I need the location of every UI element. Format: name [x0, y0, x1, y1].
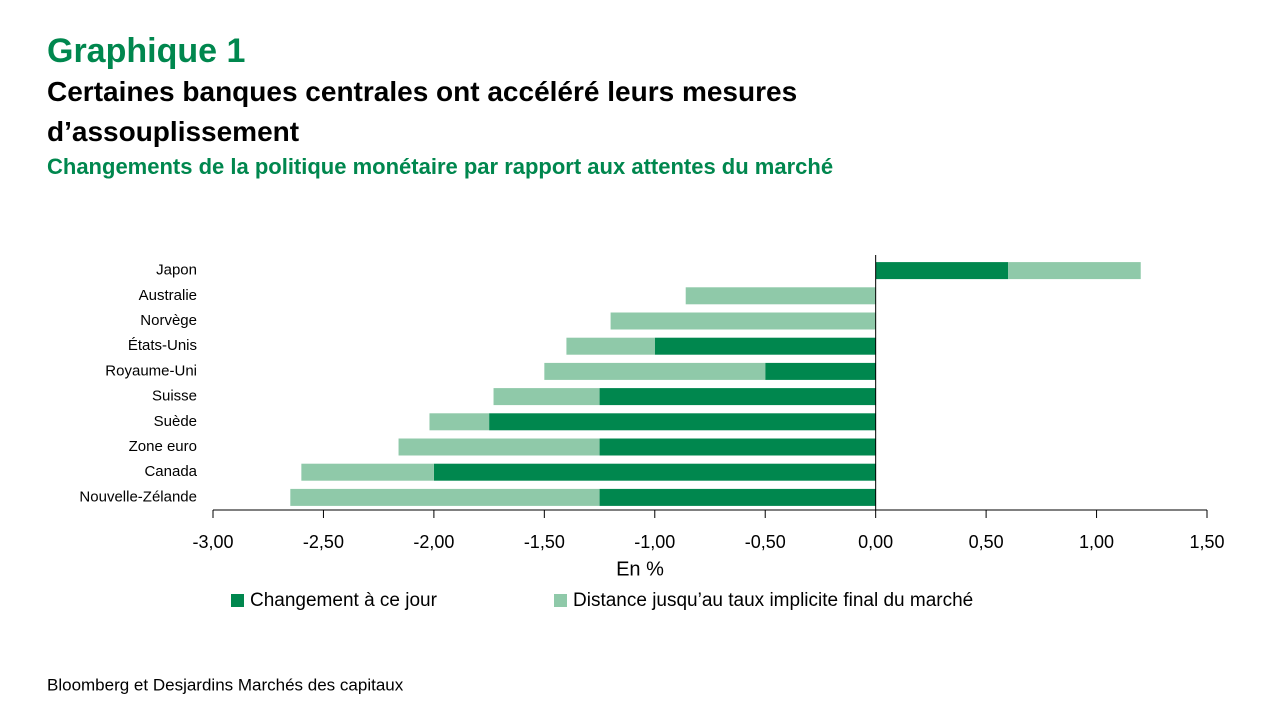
bar-segment [493, 388, 600, 406]
header: Graphique 1 Certaines banques centrales … [47, 30, 1047, 182]
y-tick-label: Australie [139, 287, 197, 304]
x-tick-label: -1,00 [634, 532, 675, 552]
bar-segment [489, 413, 876, 431]
chart-subtitle: Changements de la politique monétaire pa… [47, 154, 834, 179]
bar-segment [685, 287, 876, 305]
bar-segment [290, 488, 600, 506]
legend-swatch [231, 594, 244, 607]
y-tick-label: Zone euro [129, 438, 197, 455]
y-tick-label: Suisse [152, 388, 197, 405]
bar-segment [599, 438, 876, 456]
bar-segment [544, 362, 766, 380]
x-tick-label: 1,50 [1189, 532, 1224, 552]
x-tick-label: -2,00 [413, 532, 454, 552]
legend-label: Changement à ce jour [250, 590, 438, 611]
bar-segment [566, 337, 655, 355]
x-tick-label: -3,00 [192, 532, 233, 552]
x-tick-label: 1,00 [1079, 532, 1114, 552]
x-tick-label: -2,50 [303, 532, 344, 552]
bar-segment [301, 463, 434, 481]
x-axis-label: En % [616, 558, 664, 580]
x-tick-label: 0,00 [858, 532, 893, 552]
x-tick-label: -0,50 [745, 532, 786, 552]
y-tick-label: Japon [156, 262, 197, 279]
chart-kicker: Graphique 1 [47, 32, 246, 70]
bar-segment [599, 488, 876, 506]
bar-segment [599, 388, 876, 406]
bar-segment [765, 362, 876, 380]
bar-segment [654, 337, 876, 355]
y-tick-label: Norvège [140, 312, 197, 329]
legend-label: Distance jusqu’au taux implicite final d… [573, 590, 973, 611]
bar-segment [610, 312, 876, 330]
source: Bloomberg et Desjardins Marchés des capi… [47, 675, 404, 694]
y-tick-label: États-Unis [128, 337, 197, 354]
bar-segment [875, 262, 1009, 280]
bar-segment [433, 463, 876, 481]
y-tick-label: Suède [154, 413, 197, 430]
bar-segment [429, 413, 490, 431]
y-tick-label: Royaume-Uni [105, 362, 197, 379]
chart-title: Certaines banques centrales ont accéléré… [47, 76, 798, 147]
x-tick-label: -1,50 [524, 532, 565, 552]
y-tick-label: Canada [144, 463, 197, 480]
bar-segment [398, 438, 600, 456]
legend-swatch [554, 594, 567, 607]
bar-segment [1008, 262, 1141, 280]
x-tick-label: 0,50 [969, 532, 1004, 552]
y-tick-label: Nouvelle-Zélande [79, 488, 197, 505]
